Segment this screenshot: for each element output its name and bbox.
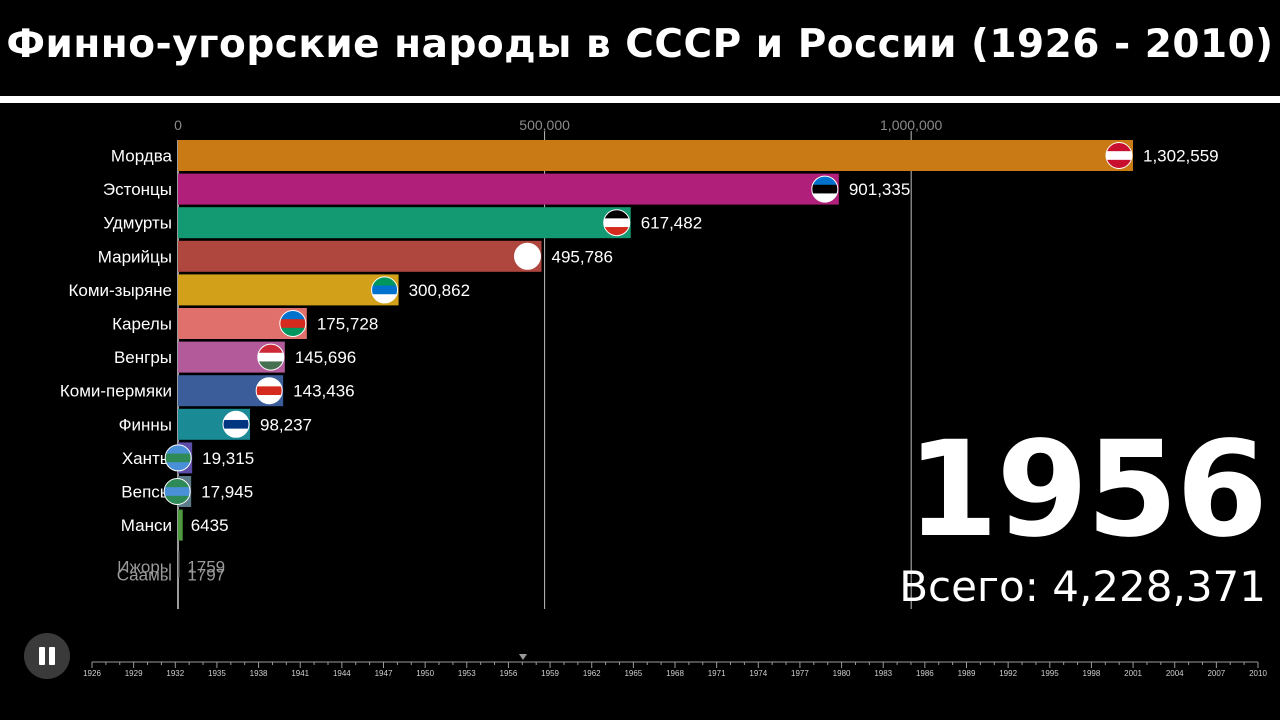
timeline-year-label: 1962 bbox=[583, 669, 601, 678]
timeline-year-label: 1971 bbox=[708, 669, 726, 678]
value-label: 6435 bbox=[191, 516, 229, 535]
timeline-year-label: 1965 bbox=[624, 669, 642, 678]
timeline-year-label: 1926 bbox=[83, 669, 101, 678]
bar-13 bbox=[178, 559, 180, 578]
timeline-year-label: 1959 bbox=[541, 669, 559, 678]
value-label: 143,436 bbox=[293, 382, 354, 401]
category-label: Манси bbox=[121, 516, 172, 535]
komi-flag-icon bbox=[371, 276, 399, 304]
timeline-handle[interactable] bbox=[519, 654, 528, 660]
category-label: Эстонцы bbox=[103, 180, 172, 199]
category-label: Карелы bbox=[112, 315, 172, 334]
timeline-year-label: 2001 bbox=[1124, 669, 1142, 678]
bar-11 bbox=[178, 509, 183, 541]
total-label: Всего: bbox=[899, 562, 1039, 611]
value-label: 19,315 bbox=[202, 449, 254, 468]
total-value: 4,228,371 bbox=[1052, 562, 1266, 611]
timeline-year-label: 1950 bbox=[416, 669, 434, 678]
x-tick-label: 1,000,000 bbox=[880, 117, 942, 133]
timeline-year-label: 1995 bbox=[1041, 669, 1059, 678]
category-label: Мордва bbox=[111, 147, 173, 166]
category-label: Венгры bbox=[114, 348, 172, 367]
category-label: Ханты bbox=[122, 449, 172, 468]
value-label: 617,482 bbox=[641, 214, 702, 233]
bar-1 bbox=[178, 173, 839, 205]
timeline-year-label: 1968 bbox=[666, 669, 684, 678]
timeline-year-label: 1956 bbox=[500, 669, 518, 678]
timeline-year-label: 2004 bbox=[1166, 669, 1184, 678]
pause-button[interactable] bbox=[24, 633, 70, 679]
value-label: 495,786 bbox=[551, 247, 612, 266]
category-label: Ижоры bbox=[117, 558, 172, 577]
timeline-year-label: 1974 bbox=[749, 669, 767, 678]
khanty-flag-icon bbox=[164, 444, 192, 472]
value-label: 145,696 bbox=[295, 348, 356, 367]
veps-flag-icon bbox=[163, 478, 191, 505]
timeline-year-label: 1986 bbox=[916, 669, 934, 678]
category-label: Вепсы bbox=[121, 483, 172, 502]
timeline-year-label: 1989 bbox=[958, 669, 976, 678]
timeline-year-label: 1998 bbox=[1083, 669, 1101, 678]
value-label: 300,862 bbox=[409, 281, 470, 300]
value-label: 17,945 bbox=[201, 483, 253, 502]
value-label: 98,237 bbox=[260, 415, 312, 434]
value-label: 1797 bbox=[187, 566, 225, 585]
mordovia-flag-icon bbox=[1105, 142, 1133, 169]
timeline-year-label: 1953 bbox=[458, 669, 476, 678]
category-label: Финны bbox=[119, 415, 172, 434]
bar-4 bbox=[178, 274, 399, 306]
value-label: 175,728 bbox=[317, 315, 378, 334]
timeline-year-label: 1983 bbox=[874, 669, 892, 678]
bar-0 bbox=[178, 140, 1133, 171]
timeline-year-label: 2007 bbox=[1207, 669, 1225, 678]
bar-3 bbox=[178, 240, 542, 272]
hungary-flag-icon bbox=[257, 343, 285, 371]
estonia-flag-icon bbox=[811, 175, 839, 203]
timeline-year-label: 1977 bbox=[791, 669, 809, 678]
category-label: Марийцы bbox=[98, 247, 172, 266]
timeline-year-label: 1947 bbox=[375, 669, 393, 678]
timeline-year-label: 1992 bbox=[999, 669, 1017, 678]
value-label: 1759 bbox=[187, 558, 225, 577]
karelia-flag-icon bbox=[279, 310, 307, 337]
current-year: 1956 bbox=[906, 413, 1268, 567]
page-title: Финно-угорские народы в СССР и России (1… bbox=[6, 22, 1274, 67]
value-label: 901,335 bbox=[849, 180, 910, 199]
header: Финно-угорские народы в СССР и России (1… bbox=[0, 0, 1280, 96]
timeline-year-label: 1944 bbox=[333, 669, 351, 678]
finland-flag-icon bbox=[222, 410, 250, 438]
category-label: Саамы bbox=[117, 566, 172, 585]
category-label: Коми-зыряне bbox=[68, 281, 172, 300]
total-readout: Всего: 4,228,371 bbox=[899, 562, 1266, 611]
komi-permyak-flag-icon bbox=[255, 377, 283, 405]
category-label: Коми-пермяки bbox=[60, 382, 172, 401]
timeline-year-label: 1941 bbox=[291, 669, 309, 678]
timeline-year-label: 1938 bbox=[250, 669, 268, 678]
timeline-year-label: 1935 bbox=[208, 669, 226, 678]
timeline-year-label: 1929 bbox=[125, 669, 143, 678]
timeline-year-label: 1980 bbox=[833, 669, 851, 678]
value-label: 1,302,559 bbox=[1143, 147, 1219, 166]
timeline-slider[interactable]: 1926 1929 1932 1935 1938 1941 1944 1947 1950 1953… bbox=[0, 650, 1280, 690]
mari-el-flag-icon bbox=[513, 242, 541, 270]
category-label: Удмурты bbox=[103, 214, 172, 233]
timeline-year-label: 2010 bbox=[1249, 669, 1267, 678]
title-divider bbox=[0, 96, 1280, 103]
bar-2 bbox=[178, 207, 631, 239]
x-tick-label: 500,000 bbox=[519, 117, 570, 133]
timeline-year-label: 1932 bbox=[166, 669, 184, 678]
x-tick-label: 0 bbox=[174, 117, 182, 133]
bar-chart: 0 500,000 1,000,000 Мордва 1,302,559 Эстонцы 9… bbox=[60, 117, 1219, 609]
udmurtia-flag-icon bbox=[603, 209, 631, 237]
